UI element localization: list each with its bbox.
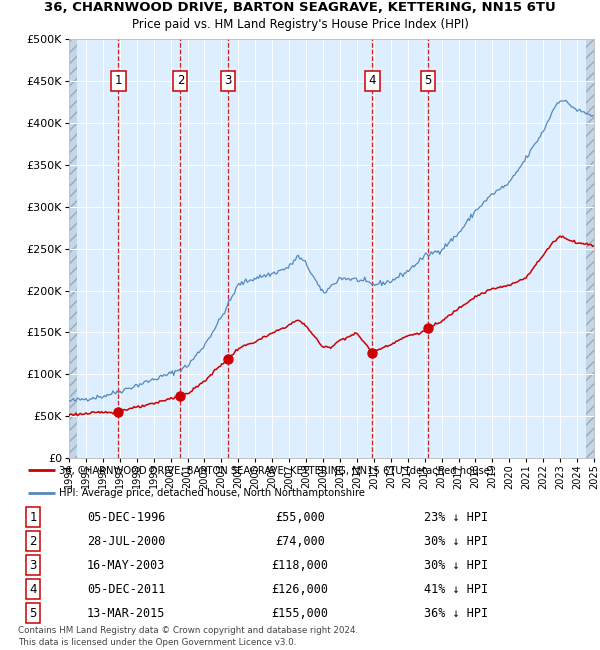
Text: £55,000: £55,000 <box>275 511 325 524</box>
Bar <box>586 39 594 458</box>
Text: 2: 2 <box>176 74 184 87</box>
Text: 30% ↓ HPI: 30% ↓ HPI <box>424 558 488 572</box>
Text: Contains HM Land Registry data © Crown copyright and database right 2024.
This d: Contains HM Land Registry data © Crown c… <box>18 626 358 647</box>
Text: £74,000: £74,000 <box>275 534 325 547</box>
Text: 2: 2 <box>29 534 37 547</box>
Text: 4: 4 <box>29 582 37 595</box>
Text: HPI: Average price, detached house, North Northamptonshire: HPI: Average price, detached house, Nort… <box>59 488 365 498</box>
Text: 36, CHARNWOOD DRIVE, BARTON SEAGRAVE, KETTERING, NN15 6TU (detached house): 36, CHARNWOOD DRIVE, BARTON SEAGRAVE, KE… <box>59 465 494 475</box>
Text: 28-JUL-2000: 28-JUL-2000 <box>87 534 165 547</box>
Bar <box>586 39 594 458</box>
Text: 5: 5 <box>425 74 432 87</box>
Text: 3: 3 <box>29 558 37 572</box>
Text: Price paid vs. HM Land Registry's House Price Index (HPI): Price paid vs. HM Land Registry's House … <box>131 18 469 31</box>
Bar <box>69 39 77 458</box>
Text: 4: 4 <box>369 74 376 87</box>
Text: 05-DEC-1996: 05-DEC-1996 <box>87 511 165 524</box>
Text: 05-DEC-2011: 05-DEC-2011 <box>87 582 165 595</box>
Text: 3: 3 <box>224 74 232 87</box>
Text: 13-MAR-2015: 13-MAR-2015 <box>87 607 165 620</box>
Text: £155,000: £155,000 <box>271 607 329 620</box>
Text: £126,000: £126,000 <box>271 582 329 595</box>
Text: 41% ↓ HPI: 41% ↓ HPI <box>424 582 488 595</box>
Text: 30% ↓ HPI: 30% ↓ HPI <box>424 534 488 547</box>
Text: 1: 1 <box>29 511 37 524</box>
Text: 23% ↓ HPI: 23% ↓ HPI <box>424 511 488 524</box>
Text: 16-MAY-2003: 16-MAY-2003 <box>87 558 165 572</box>
Text: 5: 5 <box>29 607 37 620</box>
Text: 36% ↓ HPI: 36% ↓ HPI <box>424 607 488 620</box>
Text: 36, CHARNWOOD DRIVE, BARTON SEAGRAVE, KETTERING, NN15 6TU: 36, CHARNWOOD DRIVE, BARTON SEAGRAVE, KE… <box>44 1 556 14</box>
Text: £118,000: £118,000 <box>271 558 329 572</box>
Bar <box>69 39 77 458</box>
Text: 1: 1 <box>115 74 122 87</box>
